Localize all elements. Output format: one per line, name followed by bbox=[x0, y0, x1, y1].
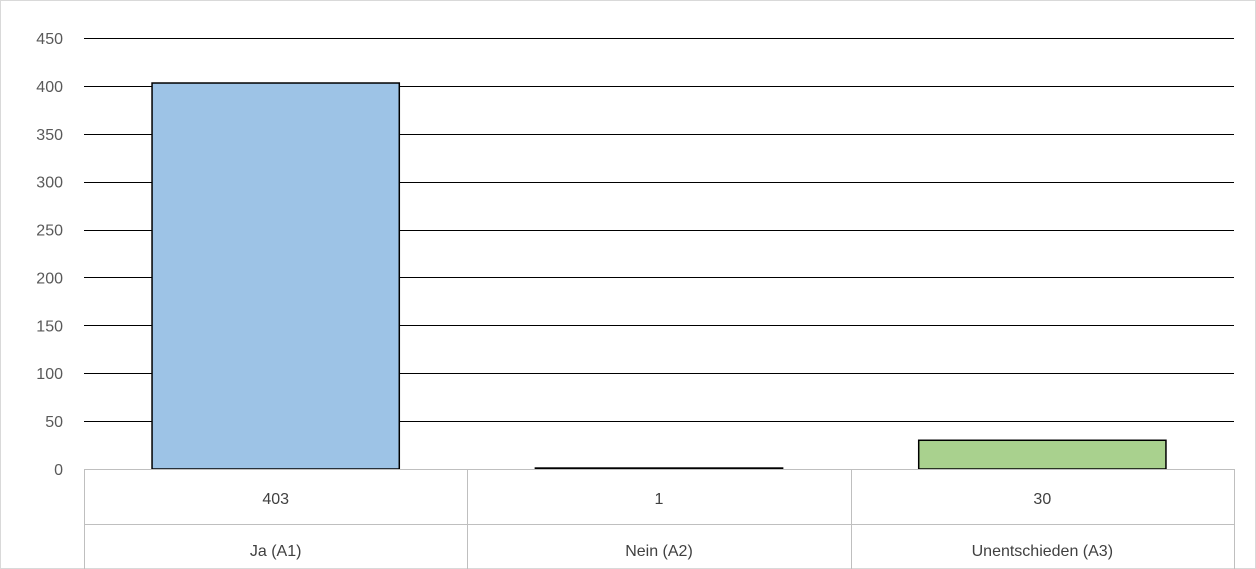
bars bbox=[151, 82, 1167, 470]
bar bbox=[534, 467, 784, 470]
y-tick-label: 300 bbox=[36, 175, 63, 192]
y-tick-label: 150 bbox=[36, 318, 63, 335]
data-table-value: 30 bbox=[1033, 491, 1051, 508]
y-tick-label: 50 bbox=[45, 414, 63, 431]
y-tick-label: 100 bbox=[36, 366, 63, 383]
category-label: Nein (A2) bbox=[625, 543, 693, 560]
bar bbox=[917, 439, 1167, 470]
y-tick-label: 450 bbox=[36, 31, 63, 48]
category-label: Ja (A1) bbox=[250, 543, 302, 560]
y-tick-label: 200 bbox=[36, 270, 63, 287]
data-table-value: 1 bbox=[655, 491, 664, 508]
bar bbox=[151, 82, 401, 470]
data-table: 403 Ja (A1) 1 Nein (A2) 30 Unentschieden (A3) bbox=[84, 469, 1235, 569]
y-tick-label: 0 bbox=[54, 462, 63, 479]
category-label: Unentschieden (A3) bbox=[972, 543, 1113, 560]
y-tick-label: 400 bbox=[36, 79, 63, 96]
data-table-value: 403 bbox=[262, 491, 289, 508]
y-tick-label: 350 bbox=[36, 127, 63, 144]
y-tick-label: 250 bbox=[36, 223, 63, 240]
y-axis-tick-labels: 0 50 100 150 200 250 300 350 400 450 bbox=[36, 31, 63, 479]
